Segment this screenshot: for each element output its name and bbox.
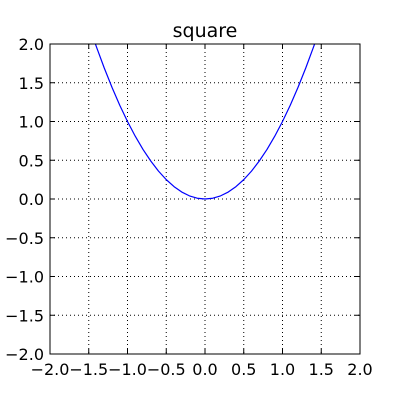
x-tick-label: −0.5	[147, 360, 186, 379]
y-tick-label: −1.5	[5, 306, 44, 325]
x-tick-label: 0.5	[231, 360, 256, 379]
x-tick-label: −2.0	[31, 360, 70, 379]
x-tick-label: 0.0	[192, 360, 217, 379]
y-tick-label: −0.5	[5, 229, 44, 248]
x-tick-label: −1.0	[108, 360, 147, 379]
x-tick-label: −1.5	[69, 360, 108, 379]
x-tick-label: 1.5	[309, 360, 334, 379]
y-tick-label: −1.0	[5, 268, 44, 287]
y-tick-label: 2.0	[19, 35, 44, 54]
y-tick-labels: −2.0 −1.5 −1.0 −0.5 0.0 0.5 1.0 1.5 2.0	[5, 35, 44, 364]
y-tick-label: −2.0	[5, 345, 44, 364]
chart-title: square	[173, 20, 238, 42]
x-tick-label: 2.0	[347, 360, 372, 379]
series-layer	[94, 43, 316, 200]
y-tick-label: 0.5	[19, 151, 44, 170]
y-tick-label: 0.0	[19, 190, 44, 209]
x-tick-label: 1.0	[270, 360, 295, 379]
x-tick-labels: −2.0 −1.5 −1.0 −0.5 0.0 0.5 1.0 1.5 2.0	[31, 360, 373, 379]
y-tick-label: 1.0	[19, 113, 44, 132]
y-tick-label: 1.5	[19, 74, 44, 93]
plot-frame	[49, 43, 361, 355]
square-curve-line	[94, 43, 316, 200]
